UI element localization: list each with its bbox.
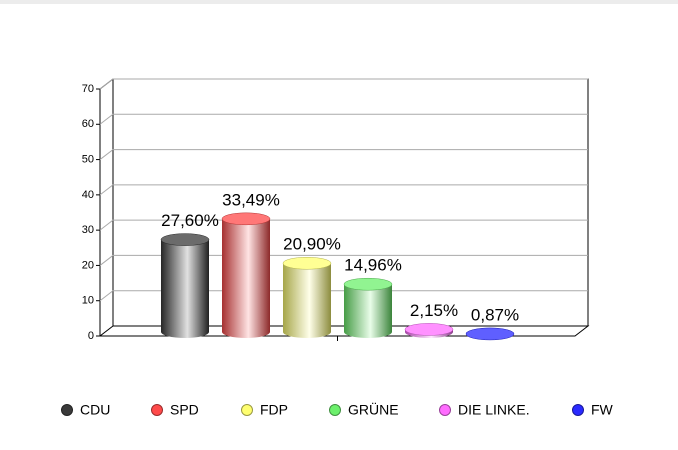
legend-label: GRÜNE [348,401,399,418]
bar [222,218,270,338]
value-label: 27,60% [161,211,219,230]
bar-top [343,277,393,291]
grid-line [99,113,588,125]
value-label: 0,87% [471,305,519,324]
legend-label: FW [591,402,614,418]
legend-marker [151,404,163,416]
y-tick-label: 30 [82,224,94,236]
legend-marker [329,404,341,416]
grid-line [99,254,588,266]
legend-marker [572,404,584,416]
y-tick-label: 20 [82,259,94,271]
legend-label: FDP [260,402,288,418]
bar-top [465,327,515,341]
y-tick-label: 70 [82,83,94,95]
y-tick-label: 10 [82,295,94,307]
value-label: 14,96% [344,256,402,275]
y-tick-label: 50 [82,153,94,165]
grid-line [99,149,588,160]
legend-marker [241,404,253,416]
value-label: 20,90% [283,235,341,254]
y-tick-label: 0 [88,330,94,342]
top-strip [0,0,678,4]
value-label: 2,15% [410,301,458,320]
bar-top [160,233,210,246]
grid-line [99,78,588,90]
legend-label: SPD [170,402,199,418]
bar [283,263,331,338]
legend-label: CDU [80,402,110,418]
legend-label: DIE LINKE. [458,402,530,418]
grid-line [99,290,588,302]
grid-line [99,219,588,231]
y-tick-label: 40 [82,189,94,201]
bar-top [282,257,332,270]
grid-line [99,184,588,196]
legend-marker [439,404,451,416]
legend-marker [61,404,73,416]
value-label: 33,49% [222,190,280,209]
bar [344,284,392,338]
bar-top [221,212,271,226]
y-tick-label: 60 [82,118,94,130]
bar [161,239,209,338]
bar-top [404,323,454,336]
